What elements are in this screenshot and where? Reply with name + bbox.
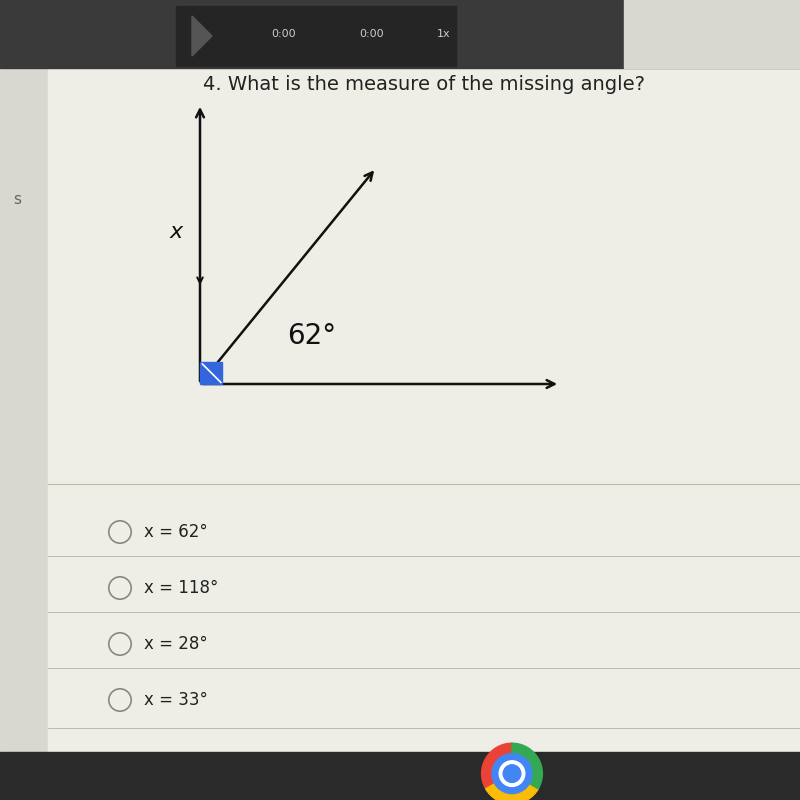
- Text: 1x: 1x: [437, 30, 451, 39]
- Wedge shape: [512, 743, 542, 789]
- Bar: [0, 752, 800, 800]
- Circle shape: [109, 689, 131, 711]
- Bar: [0, 68, 48, 752]
- Text: 4. What is the measure of the missing angle?: 4. What is the measure of the missing an…: [203, 74, 645, 94]
- Circle shape: [492, 754, 532, 794]
- Text: x: x: [170, 222, 182, 242]
- Circle shape: [109, 577, 131, 599]
- Text: s: s: [14, 193, 22, 207]
- Text: 62°: 62°: [287, 322, 337, 350]
- Text: x = 118°: x = 118°: [144, 579, 218, 597]
- Bar: [200, 362, 222, 384]
- Text: 0:00: 0:00: [272, 30, 296, 39]
- Polygon shape: [192, 16, 212, 56]
- Circle shape: [109, 633, 131, 655]
- Text: x = 33°: x = 33°: [144, 691, 208, 709]
- Circle shape: [503, 765, 521, 782]
- Text: x = 62°: x = 62°: [144, 523, 208, 541]
- Wedge shape: [486, 774, 538, 800]
- Bar: [0, 0, 800, 68]
- Bar: [176, 6, 456, 66]
- Circle shape: [499, 761, 525, 786]
- Circle shape: [109, 521, 131, 543]
- Text: x = 28°: x = 28°: [144, 635, 208, 653]
- Bar: [624, 0, 800, 68]
- Bar: [48, 68, 800, 752]
- Wedge shape: [482, 743, 512, 789]
- Text: 0:00: 0:00: [360, 30, 384, 39]
